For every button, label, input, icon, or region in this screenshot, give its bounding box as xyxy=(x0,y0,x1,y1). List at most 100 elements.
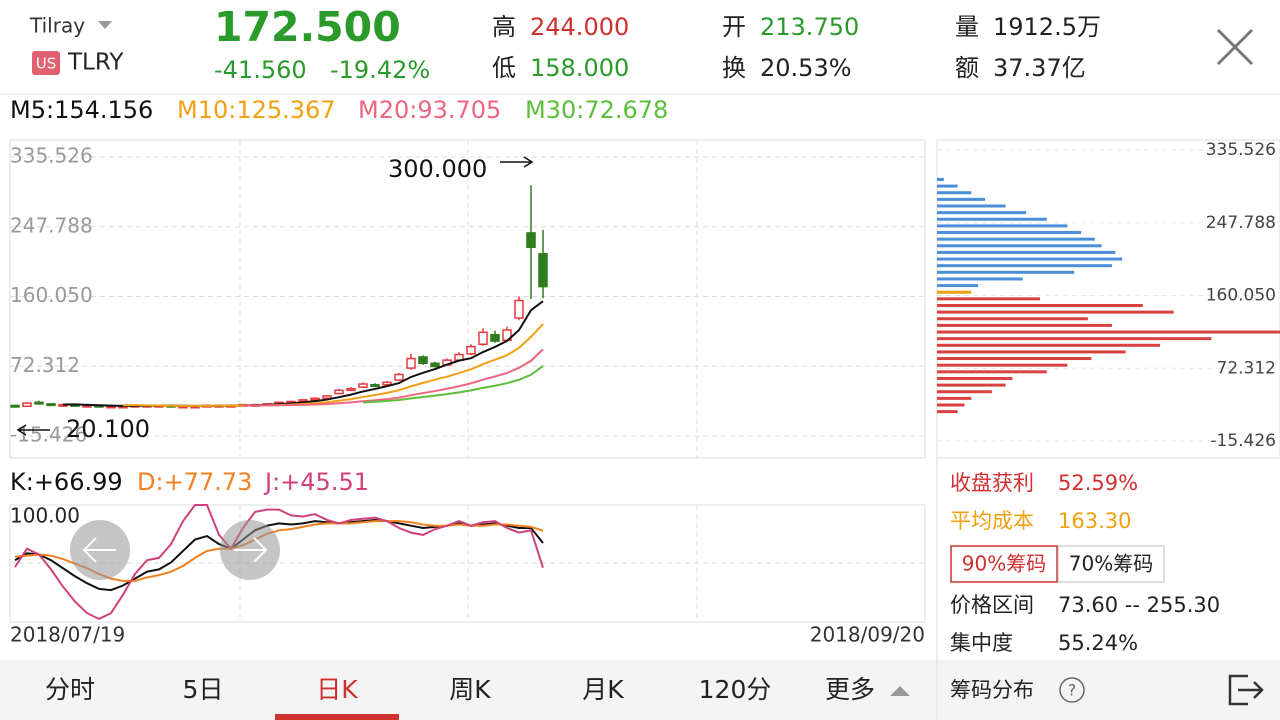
chip-bar xyxy=(937,370,1047,374)
legend-entry: K:+66.99 xyxy=(10,468,123,496)
candle-body xyxy=(310,397,320,401)
tab[interactable]: 更多 xyxy=(825,675,875,704)
tab-bar xyxy=(0,660,1280,720)
chip-bar xyxy=(937,330,1280,334)
chip-bar xyxy=(937,204,1006,208)
chip-bar xyxy=(937,237,1095,241)
tab[interactable]: 120分 xyxy=(699,675,772,704)
tab[interactable]: 日K xyxy=(316,675,358,704)
ma-line xyxy=(362,365,544,404)
more-icon xyxy=(890,686,910,696)
candle-body xyxy=(490,333,500,342)
chip-bar xyxy=(937,177,944,181)
candle-body xyxy=(538,253,548,288)
y-tick-label: -15.426 xyxy=(1210,431,1276,451)
candle-body xyxy=(478,331,488,345)
candle-body xyxy=(406,357,416,369)
chip-bar xyxy=(937,396,972,400)
chip-bar xyxy=(937,383,1006,387)
label: 量 xyxy=(955,13,979,41)
chip-chart: 335.526 247.788 160.050 72.312 -15.426 xyxy=(937,140,1280,451)
y-tick-label: 335.526 xyxy=(10,144,93,168)
y-tick-label: 72.312 xyxy=(1217,358,1276,378)
chip-bar xyxy=(937,264,1112,268)
kdj-line xyxy=(14,504,544,620)
button-label: 70%筹码 xyxy=(1069,552,1153,576)
label: 低 xyxy=(492,54,516,82)
footer-label[interactable]: 筹码分布 xyxy=(950,678,1034,702)
candle-body xyxy=(514,299,524,319)
chip-bar xyxy=(937,390,992,394)
chip-bar xyxy=(937,217,1047,221)
value: 73.60 -- 255.30 xyxy=(1058,593,1220,617)
open: 213.750 xyxy=(760,13,859,41)
label: 额 xyxy=(955,54,979,82)
chip-bar xyxy=(937,403,965,407)
price: 172.500 xyxy=(214,3,401,51)
candle-body xyxy=(22,402,32,407)
market: US xyxy=(36,55,57,73)
high: 244.000 xyxy=(530,13,629,41)
chip-bar xyxy=(937,357,1092,361)
legend-entry: D:+77.73 xyxy=(137,468,252,496)
change: -41.560 xyxy=(214,56,307,84)
button[interactable] xyxy=(1057,545,1165,583)
volume: 1912.5万 xyxy=(993,13,1101,41)
v-grid xyxy=(10,140,925,622)
button[interactable] xyxy=(950,545,1058,583)
value: 55.24% xyxy=(1058,631,1138,655)
label: 高 xyxy=(492,13,516,41)
legend-entry: J:+45.51 xyxy=(263,468,369,496)
label: 价格区间 xyxy=(950,593,1034,617)
chip-bar xyxy=(937,231,1082,235)
chip-bar xyxy=(937,337,1212,341)
chip-bar xyxy=(937,244,1102,248)
market-badge xyxy=(32,51,60,75)
chip-bar xyxy=(937,297,1040,301)
candle-body xyxy=(34,401,44,405)
help-icon[interactable] xyxy=(1059,677,1085,703)
label: 换 xyxy=(722,54,746,82)
chip-bar xyxy=(937,211,1027,215)
legend-entry: M20:93.705 xyxy=(358,96,501,124)
chip-bar xyxy=(937,343,1160,347)
tab[interactable]: 分时 xyxy=(45,675,95,704)
x-tick-label: 2018/09/20 xyxy=(810,623,925,647)
candle-body xyxy=(418,356,428,365)
chip-bar xyxy=(937,410,958,414)
ma-line xyxy=(242,348,544,407)
candle-body xyxy=(394,373,404,381)
label: 开 xyxy=(722,13,746,41)
kdj-chart: 100.00 K:+66.99 D:+77.73 J:+45.51 2018/07/19… xyxy=(10,468,925,647)
chip-bar xyxy=(937,257,1123,261)
tab[interactable]: 5日 xyxy=(183,675,224,704)
legend-entry: M5:154.156 xyxy=(10,96,153,124)
help: ? xyxy=(1068,681,1077,700)
chip-bar xyxy=(937,224,1068,228)
active-indicator xyxy=(275,714,399,720)
close-button[interactable] xyxy=(1216,28,1254,66)
candle-body xyxy=(10,404,20,408)
chip-bar xyxy=(937,250,1116,254)
chip-bar xyxy=(937,310,1174,314)
chip-bar xyxy=(937,191,972,195)
exit-icon[interactable] xyxy=(1228,674,1264,706)
tab[interactable]: 周K xyxy=(449,675,491,704)
y-tick-label: 100.00 xyxy=(10,504,80,528)
chip-bar xyxy=(937,350,1126,354)
candle-body xyxy=(370,384,380,388)
low: 158.000 xyxy=(530,54,629,82)
candle-body xyxy=(334,389,344,395)
y-tick-label: 72.312 xyxy=(10,353,80,377)
chip-bar xyxy=(937,184,958,188)
tab[interactable]: 月K xyxy=(582,675,624,704)
tabs: 分时 5日 日K 周K 月K 120分 更多 xyxy=(45,675,875,704)
min-label: 20.100 xyxy=(66,415,150,443)
chip-bar xyxy=(937,303,1143,307)
candle-body xyxy=(46,403,56,407)
dropdown[interactable] xyxy=(98,21,112,29)
candle-body xyxy=(526,232,536,249)
